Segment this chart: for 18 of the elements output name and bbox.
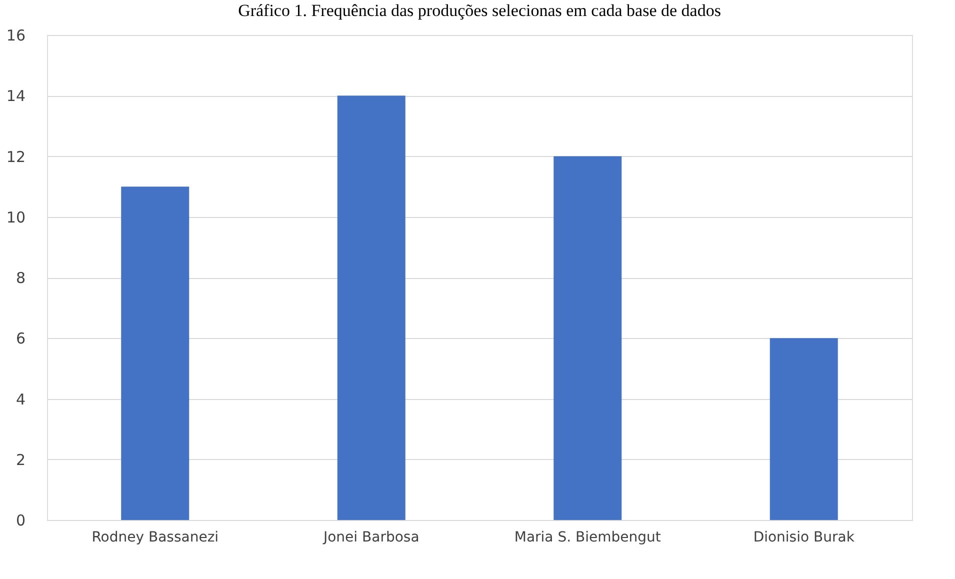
y-tick-label: 2 — [16, 450, 26, 469]
x-tick-label: Jonei Barbosa — [322, 530, 420, 546]
chart-title: Gráfico 1. Frequência das produções selecionas em cada base de dados — [238, 1, 721, 20]
bar — [770, 338, 838, 520]
y-tick-label: 16 — [6, 26, 26, 44]
y-tick-label: 12 — [6, 148, 26, 166]
y-tick-label: 10 — [6, 208, 26, 226]
x-tick-label: Dionisio Burak — [753, 530, 856, 546]
bar — [337, 96, 406, 520]
x-tick-label: Maria S. Biembengut — [514, 530, 662, 546]
bar — [121, 186, 190, 520]
x-tick-label: Rodney Bassanezi — [92, 530, 219, 546]
y-tick-label: 0 — [16, 512, 26, 530]
y-tick-label: 8 — [16, 269, 26, 287]
y-tick-label: 4 — [16, 390, 26, 408]
bar — [554, 156, 622, 520]
y-tick-label: 6 — [16, 330, 26, 348]
y-tick-label: 14 — [6, 87, 26, 106]
